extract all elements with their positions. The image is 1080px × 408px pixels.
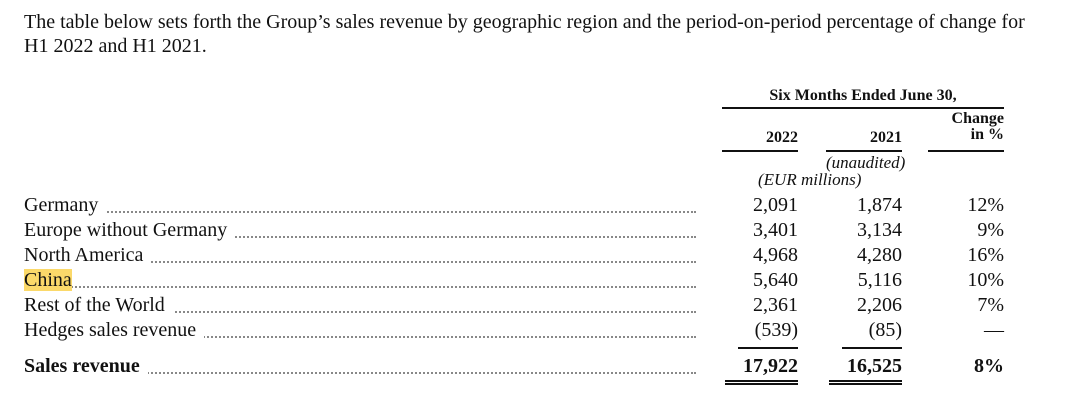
row-label: North America — [24, 244, 152, 266]
table-row: Rest of the World 2,361 2,206 7% — [24, 293, 1014, 317]
leader-dots — [24, 311, 696, 313]
col-header-change: Change in % — [928, 111, 1004, 143]
value-2021: 16,525 — [847, 355, 902, 377]
col-rule-change — [928, 150, 1004, 152]
value-2021: 5,116 — [857, 269, 902, 291]
value-2021: 2,206 — [857, 294, 902, 316]
unaudited-note: (unaudited) — [826, 153, 906, 172]
value-2022: 2,361 — [753, 294, 798, 316]
table-row: Germany 2,091 1,874 12% — [24, 193, 1014, 217]
header-rule — [722, 107, 1004, 109]
leader-dots — [24, 211, 696, 213]
change-percent: 10% — [967, 269, 1004, 291]
leader-dots — [24, 372, 696, 374]
change-percent: 16% — [967, 244, 1004, 266]
value-2021: 4,280 — [857, 244, 902, 266]
col-header-2021: 2021 — [870, 129, 902, 146]
value-2021: 3,134 — [857, 219, 902, 241]
change-percent: 12% — [967, 194, 1004, 216]
change-percent: 7% — [977, 294, 1004, 316]
total-double-rule-2022 — [725, 380, 798, 385]
total-double-rule-2021 — [829, 380, 902, 385]
value-2021: 1,874 — [857, 194, 902, 216]
change-header-line1: Change — [951, 110, 1004, 127]
table-row: North America 4,968 4,280 16% — [24, 243, 1014, 267]
value-2022: 3,401 — [753, 219, 798, 241]
intro-paragraph: The table below sets forth the Group’s s… — [24, 11, 1025, 57]
subtotal-rule-2021 — [842, 347, 902, 349]
value-2022: 17,922 — [743, 355, 798, 377]
value-2021: (85) — [868, 319, 902, 341]
value-2022: (539) — [754, 319, 798, 341]
col-rule-2021 — [826, 150, 902, 152]
row-label-cell: North America — [24, 243, 696, 267]
row-label: China — [24, 269, 72, 291]
period-header: Six Months Ended June 30, — [769, 87, 957, 104]
row-label: Hedges sales revenue — [24, 319, 205, 341]
row-label-cell: Hedges sales revenue — [24, 318, 696, 342]
row-label-cell: Europe without Germany — [24, 218, 696, 242]
change-percent: 8% — [974, 355, 1004, 377]
leader-dots — [24, 286, 696, 288]
change-header-line2: in % — [970, 126, 1004, 143]
row-label-cell: Sales revenue — [24, 354, 696, 378]
value-2022: 4,968 — [753, 244, 798, 266]
table-row: Europe without Germany 3,401 3,134 9% — [24, 218, 1014, 242]
value-2022: 5,640 — [753, 269, 798, 291]
row-label-cell: Germany — [24, 193, 696, 217]
leader-dots — [24, 336, 696, 338]
row-label-cell: Rest of the World — [24, 293, 696, 317]
col-header-2022: 2022 — [766, 129, 798, 146]
row-label: Germany — [24, 194, 107, 216]
change-percent: 9% — [977, 219, 1004, 241]
row-label: Rest of the World — [24, 294, 173, 316]
leader-dots — [24, 261, 696, 263]
row-label: Europe without Germany — [24, 219, 236, 241]
units-note: (EUR millions) — [758, 170, 862, 189]
subtotal-rule-2022 — [738, 347, 798, 349]
row-label-cell: China — [24, 268, 696, 292]
table-row: China 5,640 5,116 10% — [24, 268, 1014, 292]
value-2022: 2,091 — [753, 194, 798, 216]
table-row: Hedges sales revenue (539) (85) — — [24, 318, 1014, 342]
leader-dots — [24, 236, 696, 238]
change-percent: — — [984, 319, 1004, 341]
col-rule-2022 — [722, 150, 798, 152]
row-label: Sales revenue — [24, 355, 148, 377]
total-row: Sales revenue 17,922 16,525 8% — [24, 354, 1014, 378]
